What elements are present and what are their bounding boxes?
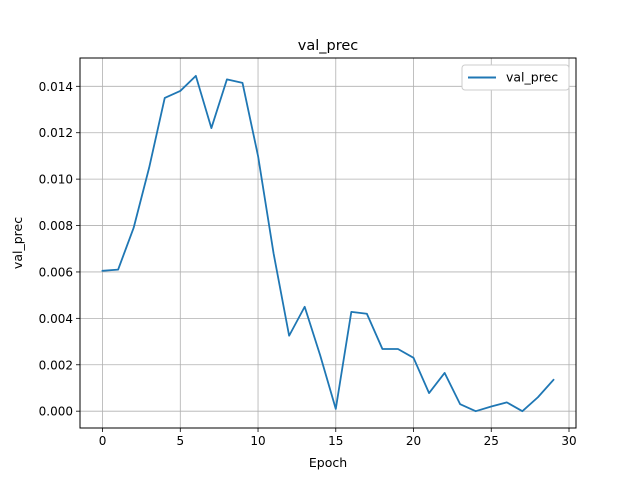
x-axis-label: Epoch: [309, 455, 347, 470]
y-tick-label: 0.012: [39, 126, 73, 140]
x-tick-label: 25: [484, 434, 499, 448]
y-tick-label: 0.006: [39, 265, 73, 279]
x-tick-label: 0: [99, 434, 107, 448]
x-tick-label: 15: [328, 434, 343, 448]
chart-title: val_prec: [298, 38, 359, 54]
x-tick-label: 5: [176, 434, 184, 448]
legend-label-val-prec: val_prec: [506, 70, 558, 85]
x-tick-label: 10: [250, 434, 265, 448]
y-tick-label: 0.004: [39, 312, 73, 326]
x-tick-label: 20: [406, 434, 421, 448]
y-tick-label: 0.010: [39, 173, 73, 187]
y-axis-label: val_prec: [10, 217, 25, 269]
y-tick-label: 0.014: [39, 80, 73, 94]
y-tick-label: 0.008: [39, 219, 73, 233]
legend: val_prec: [462, 65, 569, 90]
y-tick-label: 0.002: [39, 358, 73, 372]
y-tick-label: 0.000: [39, 405, 73, 419]
x-tick-label: 30: [561, 434, 576, 448]
